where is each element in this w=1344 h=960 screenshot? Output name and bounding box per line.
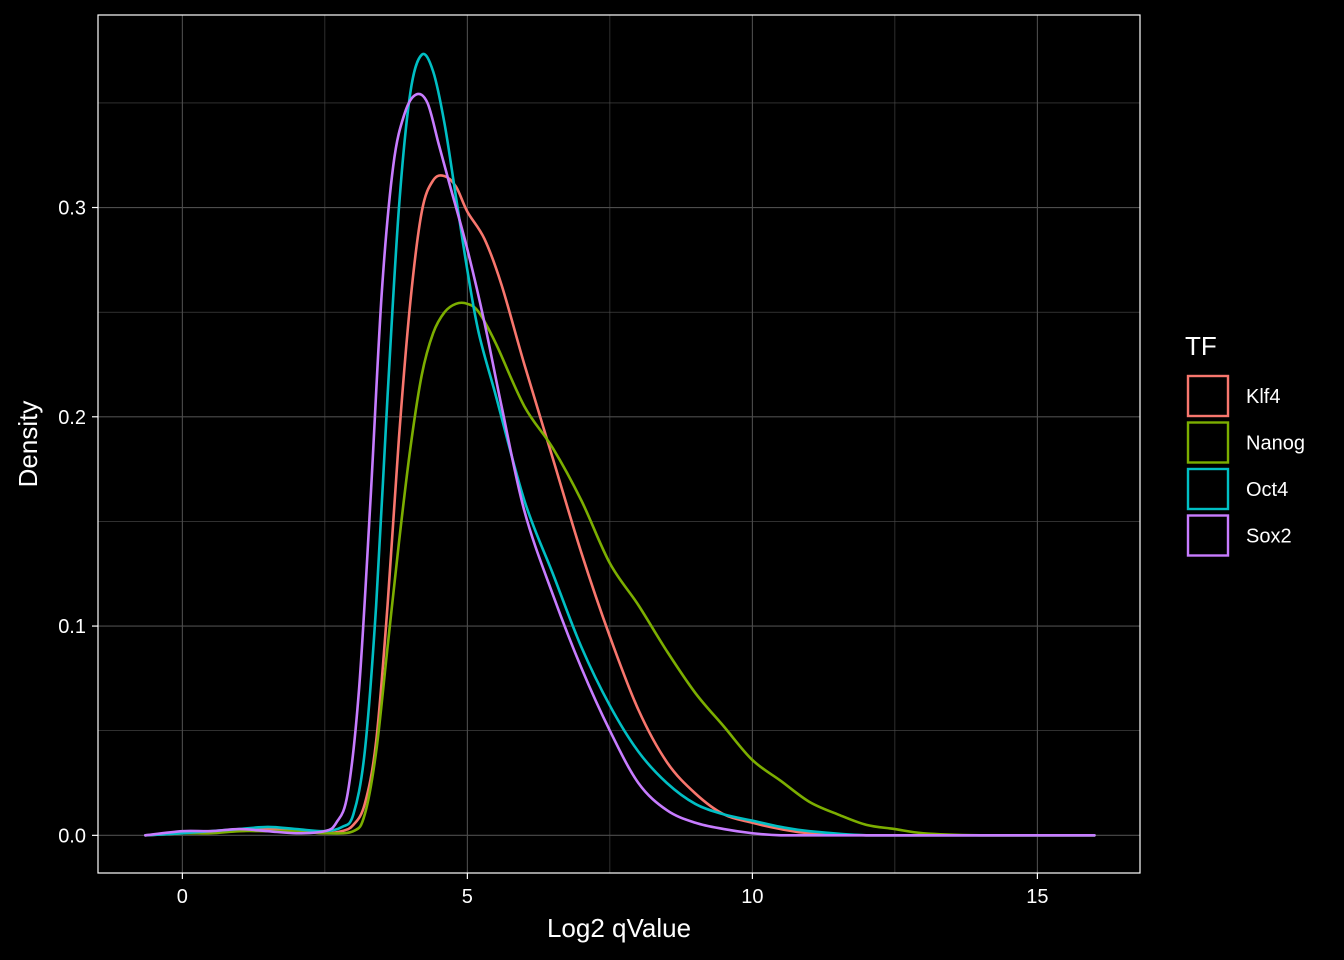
legend-label-klf4: Klf4: [1246, 386, 1280, 408]
x-tick-label: 5: [462, 886, 473, 908]
series-lines: [144, 52, 1096, 837]
legend-key-bg: [1186, 374, 1230, 418]
x-tick-label: 10: [741, 886, 763, 908]
grid-minor: [98, 15, 1140, 873]
x-tick-label: 0: [177, 886, 188, 908]
y-tick-label: 0.2: [58, 407, 86, 429]
grid-major: [98, 15, 1140, 873]
x-tick-label: 15: [1026, 886, 1048, 908]
legend-key-oct4: [1186, 467, 1230, 511]
series-line-sox2: [144, 92, 1096, 837]
legend-key-klf4: [1186, 374, 1230, 418]
y-tick-label: 0.0: [58, 825, 86, 847]
legend-label-sox2: Sox2: [1246, 526, 1292, 548]
legend-items: Klf4 Nanog Oct4 Sox2: [1186, 374, 1305, 557]
x-axis-title: Log2 qValue: [547, 913, 691, 943]
y-axis: 0.0 0.1 0.2 0.3: [58, 198, 98, 847]
legend: TF Klf4 Nanog Oct4 Sox2: [1185, 331, 1305, 557]
legend-title: TF: [1185, 331, 1217, 361]
legend-key-nanog: [1186, 421, 1230, 464]
panel-border: [97, 14, 1141, 874]
legend-label-oct4: Oct4: [1246, 479, 1288, 501]
x-axis: 0 5 10 15: [177, 873, 1049, 908]
legend-key-sox2: [1186, 514, 1230, 557]
series-line-nanog: [144, 301, 1096, 837]
y-axis-title: Density: [13, 401, 43, 488]
y-tick-label: 0.1: [58, 616, 86, 638]
legend-key-bg: [1186, 467, 1230, 511]
legend-label-nanog: Nanog: [1246, 433, 1305, 455]
legend-key-bg: [1186, 514, 1230, 557]
y-tick-label: 0.3: [58, 198, 86, 220]
legend-key-bg: [1186, 421, 1230, 464]
